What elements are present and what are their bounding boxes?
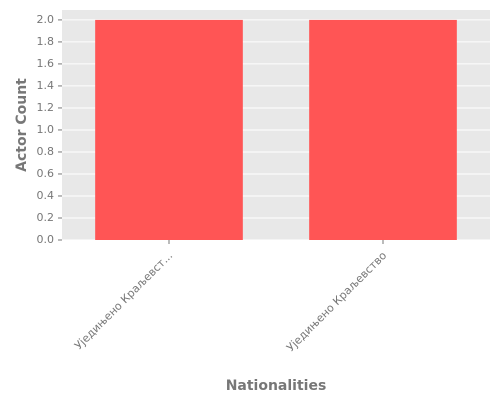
- y-tick-label: 0.0: [37, 233, 55, 246]
- y-tick-label: 1.0: [37, 123, 55, 136]
- y-tick-label: 1.4: [37, 79, 55, 92]
- y-tick-label: 0.4: [37, 189, 55, 202]
- x-tick-label: Уједињено Краљевст...: [72, 249, 175, 352]
- y-tick-label: 2.0: [37, 13, 55, 26]
- y-tick-label: 0.6: [37, 167, 55, 180]
- y-tick-label: 0.2: [37, 211, 55, 224]
- x-axis-title: Nationalities: [226, 378, 327, 394]
- y-tick-label: 1.8: [37, 35, 55, 48]
- x-tick-label: Уједињено Краљевство: [284, 249, 389, 354]
- y-tick-label: 1.2: [37, 101, 55, 114]
- y-tick-label: 0.8: [37, 145, 55, 158]
- y-axis-title: Actor Count: [14, 78, 30, 172]
- bar: [309, 19, 457, 240]
- y-tick-label: 1.6: [37, 57, 55, 70]
- bar: [95, 19, 243, 240]
